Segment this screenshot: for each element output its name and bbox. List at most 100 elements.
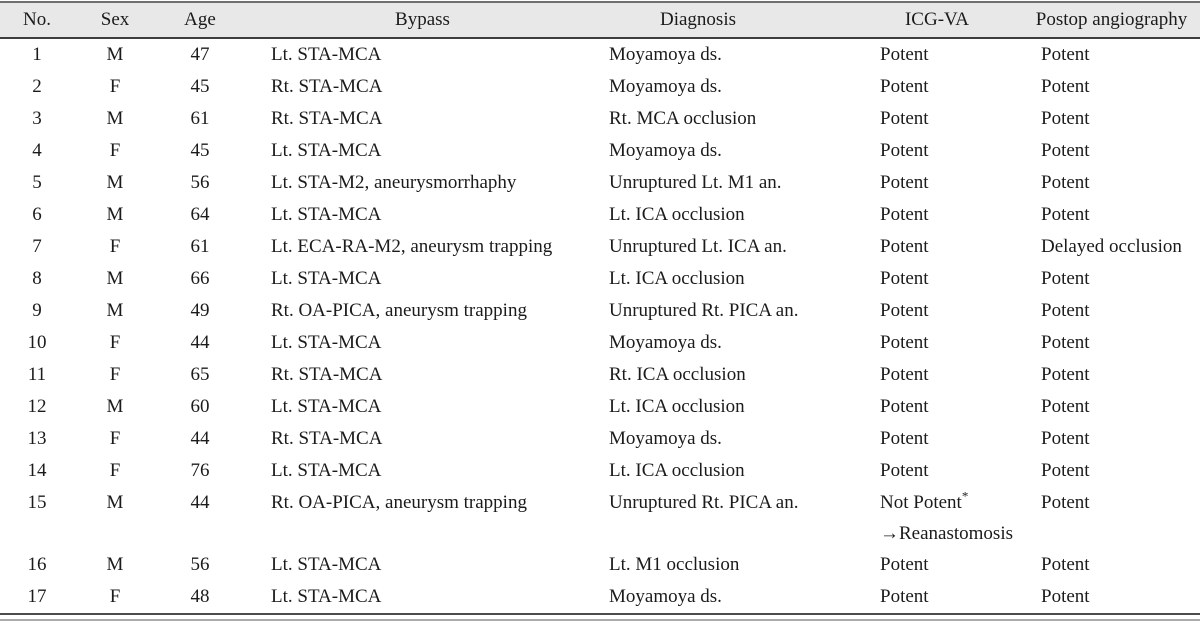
icg-line1: Potent xyxy=(880,364,929,385)
cell-sex: M xyxy=(106,172,124,193)
cell-sex: F xyxy=(109,140,121,161)
table-row: 7 F 61 Lt. ECA-RA-M2, aneurysm trapping … xyxy=(0,231,1200,263)
cell-sex: F xyxy=(109,586,121,607)
cell-age: 61 xyxy=(190,236,210,257)
cell-icg-va: Potent xyxy=(851,295,1023,327)
cell-age: 44 xyxy=(190,428,210,449)
cell-sex: M xyxy=(106,204,124,225)
cell-bypass: Lt. STA-MCA xyxy=(271,204,382,225)
table-row: 17 F 48 Lt. STA-MCA Moyamoya ds. Potent … xyxy=(0,581,1200,614)
cell-age: 56 xyxy=(190,554,210,575)
icg-line1: Potent xyxy=(880,76,929,97)
cell-sex: M xyxy=(106,492,124,513)
cell-age: 45 xyxy=(190,140,210,161)
cell-no: 15 xyxy=(27,492,47,513)
icg-line1: Potent xyxy=(880,140,929,161)
cell-icg-va: Potent xyxy=(851,391,1023,423)
cell-age: 44 xyxy=(190,492,210,513)
cell-sex: M xyxy=(106,268,124,289)
column-header-diagnosis: Diagnosis xyxy=(660,9,736,30)
cell-icg-va: Potent xyxy=(851,455,1023,487)
column-header-icg-va: ICG-VA xyxy=(904,9,970,30)
cell-age: 44 xyxy=(190,332,210,353)
header-row: No. Sex Age Bypass Diagnosis ICG-VA Post… xyxy=(0,2,1200,38)
cell-bypass: Rt. STA-MCA xyxy=(271,364,383,385)
table-row: 14 F 76 Lt. STA-MCA Lt. ICA occlusion Po… xyxy=(0,455,1200,487)
cell-postop-angiography: Potent xyxy=(1041,364,1090,385)
cell-icg-va: Potent xyxy=(851,327,1023,359)
cell-no: 17 xyxy=(27,586,47,607)
cell-bypass: Rt. STA-MCA xyxy=(271,76,383,97)
cell-bypass: Lt. ECA-RA-M2, aneurysm trapping xyxy=(271,236,553,257)
table-row: 5 M 56 Lt. STA-M2, aneurysmorrhaphy Unru… xyxy=(0,167,1200,199)
cell-bypass: Rt. OA-PICA, aneurysm trapping xyxy=(271,300,527,321)
cell-no: 14 xyxy=(27,460,47,481)
table-row: 11 F 65 Rt. STA-MCA Rt. ICA occlusion Po… xyxy=(0,359,1200,391)
cell-age: 56 xyxy=(190,172,210,193)
cell-no: 1 xyxy=(32,44,42,65)
cell-sex: M xyxy=(106,44,124,65)
cell-postop-angiography: Potent xyxy=(1041,554,1090,575)
table-header: No. Sex Age Bypass Diagnosis ICG-VA Post… xyxy=(0,2,1200,38)
table-row: 6 M 64 Lt. STA-MCA Lt. ICA occlusion Pot… xyxy=(0,199,1200,231)
cell-diagnosis: Lt. ICA occlusion xyxy=(609,204,745,225)
cell-diagnosis: Lt. ICA occlusion xyxy=(609,268,745,289)
cell-postop-angiography: Potent xyxy=(1041,140,1090,161)
cell-postop-angiography: Potent xyxy=(1041,76,1090,97)
table-body: 1 M 47 Lt. STA-MCA Moyamoya ds. Potent P… xyxy=(0,38,1200,614)
icg-line1: Potent xyxy=(880,204,929,225)
cell-sex: F xyxy=(109,236,121,257)
cell-age: 76 xyxy=(190,460,210,481)
cell-no: 10 xyxy=(27,332,47,353)
cell-sex: F xyxy=(109,332,121,353)
cell-icg-va: Potent xyxy=(851,231,1023,263)
table-row: 12 M 60 Lt. STA-MCA Lt. ICA occlusion Po… xyxy=(0,391,1200,423)
icg-line1: Potent xyxy=(880,396,929,417)
cell-age: 60 xyxy=(190,396,210,417)
cell-postop-angiography: Potent xyxy=(1041,492,1090,513)
icg-footnote-star: * xyxy=(961,488,969,504)
cell-diagnosis: Unruptured Lt. ICA an. xyxy=(609,236,787,257)
cell-sex: M xyxy=(106,300,124,321)
cell-postop-angiography: Potent xyxy=(1041,332,1090,353)
cell-postop-angiography: Potent xyxy=(1041,172,1090,193)
cell-sex: M xyxy=(106,396,124,417)
cell-icg-va: Not Potent* →Reanastomosis xyxy=(851,487,1023,549)
cell-icg-va: Potent xyxy=(851,359,1023,391)
cell-bypass: Lt. STA-MCA xyxy=(271,460,382,481)
cell-no: 2 xyxy=(32,76,42,97)
column-header-age: Age xyxy=(184,9,216,30)
table-row: 8 M 66 Lt. STA-MCA Lt. ICA occlusion Pot… xyxy=(0,263,1200,295)
cell-diagnosis: Unruptured Rt. PICA an. xyxy=(609,492,799,513)
cell-diagnosis: Moyamoya ds. xyxy=(609,140,722,161)
cell-no: 3 xyxy=(32,108,42,129)
cell-bypass: Lt. STA-MCA xyxy=(271,268,382,289)
cell-icg-va: Potent xyxy=(851,167,1023,199)
cell-postop-angiography: Potent xyxy=(1041,300,1090,321)
cell-icg-va: Potent xyxy=(851,581,1023,614)
cell-bypass: Lt. STA-MCA xyxy=(271,44,382,65)
table-row: 10 F 44 Lt. STA-MCA Moyamoya ds. Potent … xyxy=(0,327,1200,359)
cell-no: 5 xyxy=(32,172,42,193)
cell-age: 49 xyxy=(190,300,210,321)
cell-age: 45 xyxy=(190,76,210,97)
cell-postop-angiography: Potent xyxy=(1041,204,1090,225)
cell-sex: M xyxy=(106,108,124,129)
cell-age: 65 xyxy=(190,364,210,385)
cell-icg-va: Potent xyxy=(851,423,1023,455)
cell-bypass: Rt. STA-MCA xyxy=(271,108,383,129)
cell-no: 8 xyxy=(32,268,42,289)
cell-bypass: Lt. STA-MCA xyxy=(271,332,382,353)
cell-diagnosis: Unruptured Lt. M1 an. xyxy=(609,172,782,193)
cell-diagnosis: Rt. ICA occlusion xyxy=(609,364,746,385)
cell-age: 61 xyxy=(190,108,210,129)
cell-diagnosis: Moyamoya ds. xyxy=(609,44,722,65)
icg-line1: Potent xyxy=(880,268,929,289)
cell-no: 4 xyxy=(32,140,42,161)
table-row: 3 M 61 Rt. STA-MCA Rt. MCA occlusion Pot… xyxy=(0,103,1200,135)
cell-icg-va: Potent xyxy=(851,38,1023,71)
cell-icg-va: Potent xyxy=(851,199,1023,231)
cell-bypass: Lt. STA-MCA xyxy=(271,396,382,417)
cell-icg-va: Potent xyxy=(851,263,1023,295)
